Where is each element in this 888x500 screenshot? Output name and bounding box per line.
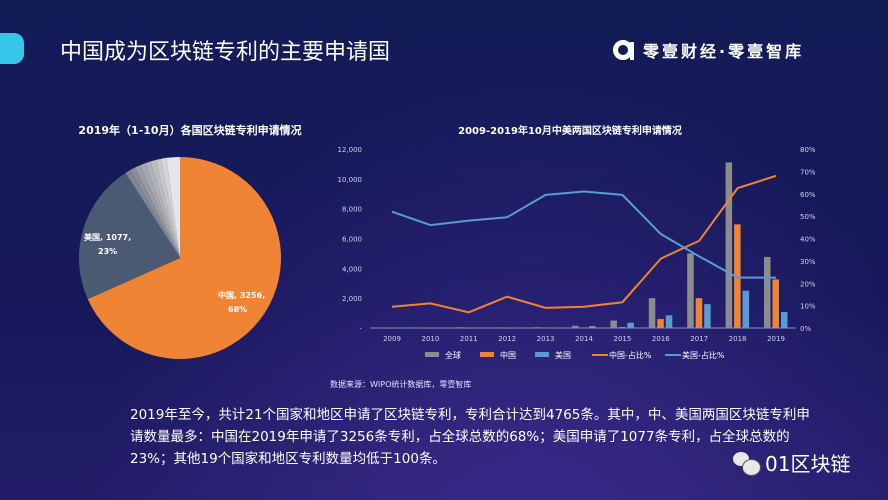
y-right-tick: 60% [800, 191, 816, 199]
pie-chart: 中国, 3256, 68% 美国, 1077, 23% [79, 157, 281, 359]
page-title: 中国成为区块链专利的主要申请国 [60, 40, 391, 65]
bar-us [435, 327, 442, 329]
pie-label-china-pct: 68% [228, 305, 247, 314]
x-tick: 2009 [383, 335, 401, 343]
legend-global-swatch [425, 352, 439, 357]
bar-us [550, 327, 558, 329]
pie-slice-other [150, 159, 180, 258]
y-right-tick: 0% [800, 325, 811, 333]
y-left-tick: 6,000 [342, 236, 362, 244]
bar-us [397, 327, 404, 329]
pie-slice-other [130, 167, 180, 258]
bar-global [418, 327, 425, 329]
y-left-tick: 10,000 [338, 176, 363, 184]
x-tick: 2017 [690, 335, 708, 343]
pie-slice-china [87, 157, 281, 359]
brand-name: 零壹财经·零壹智库 [643, 42, 805, 61]
bar-global [533, 327, 541, 328]
wechat-icon [733, 451, 761, 476]
bar-china [388, 327, 395, 329]
bar-global [495, 327, 502, 328]
bar-us [742, 290, 750, 328]
x-tick: 2013 [537, 335, 555, 343]
bar-china [618, 327, 626, 328]
legend-us-share: 美国-占比% [682, 350, 725, 360]
bar-global [764, 256, 771, 328]
bar-us [512, 327, 519, 329]
y-right-tick: 50% [800, 213, 816, 221]
line-china-share [391, 174, 777, 314]
y-right-tick: 20% [800, 280, 816, 288]
bar-us [627, 322, 634, 328]
bar-china [734, 224, 741, 328]
y-right-tick: 30% [800, 258, 816, 266]
pie-slice-other [125, 170, 180, 258]
bar-china [465, 327, 472, 329]
pie-slice-other [155, 158, 180, 258]
y-right-tick: 40% [800, 236, 816, 244]
bar-global [610, 320, 617, 328]
combo-chart: - 2,000 4,000 6,000 8,000 10,000 12,000 0% 10% 20… [338, 146, 816, 360]
bar-china [503, 327, 511, 329]
pie-label-us: 美国, 1077, [84, 232, 131, 242]
x-tick: 2015 [613, 335, 631, 343]
x-tick: 2018 [729, 335, 747, 343]
bar-us [704, 304, 711, 328]
pie-slice-other [135, 165, 180, 258]
line-us-share [391, 190, 776, 279]
bar-china [542, 327, 549, 329]
pie-chart-title: 2019年（1-10月）各国区块链专利申请情况 [78, 124, 302, 137]
legend-global: 全球 [445, 350, 461, 360]
bar-china [580, 327, 587, 329]
bar-us [665, 315, 673, 328]
header-accent-tab [0, 33, 24, 64]
bar-global [687, 253, 694, 328]
brand: 零壹财经·零壹智库 [613, 38, 804, 62]
bar-us [781, 311, 788, 328]
bar-global [380, 327, 387, 329]
x-tick: 2011 [460, 335, 478, 343]
x-tick: 2010 [421, 335, 439, 343]
y-right-tick: 80% [800, 146, 816, 154]
pie-slice-other [166, 157, 180, 258]
legend-us: 美国 [555, 350, 571, 360]
legend-china-swatch [480, 352, 494, 357]
bar-china [657, 319, 664, 328]
bar-us [589, 326, 596, 328]
bar-china [426, 327, 434, 329]
watermark: 01区块链 [733, 448, 850, 477]
y-left-tick: 2,000 [342, 295, 362, 303]
pie-slice-us [79, 172, 180, 300]
x-tick: 2016 [652, 335, 670, 343]
bar-global [572, 325, 579, 328]
y-left-tick: - [359, 325, 362, 333]
pie-label-china: 中国, 3256, [218, 290, 265, 300]
y-left-tick: 8,000 [342, 206, 362, 214]
bar-china [772, 279, 779, 328]
bar-chart-title: 2009-2019年10月中美两国区块链专利申请情况 [458, 126, 682, 137]
data-source: 数据来源：WIPO统计数据库，零壹智库 [330, 380, 472, 389]
brand-logo-icon [613, 40, 634, 60]
legend-china: 中国 [500, 350, 516, 360]
legend-china-share: 中国-占比% [609, 350, 652, 360]
bar-china [695, 298, 703, 328]
legend-us-swatch [535, 352, 549, 357]
x-tick: 2012 [498, 335, 516, 343]
bar-global [725, 162, 733, 328]
pie-slice-other [160, 157, 180, 258]
pie-slice-other [140, 163, 180, 258]
bar-global [648, 298, 656, 328]
bar-global [456, 327, 464, 328]
y-right-tick: 70% [800, 168, 816, 176]
x-tick: 2014 [575, 335, 593, 343]
y-left-tick: 4,000 [342, 265, 362, 273]
pie-slice-other [145, 161, 180, 258]
bar-us [473, 327, 481, 329]
pie-label-us-pct: 23% [98, 247, 117, 256]
y-right-tick: 10% [800, 303, 816, 311]
y-left-tick: 12,000 [338, 146, 363, 154]
watermark-text: 01区块链 [765, 452, 851, 476]
x-tick: 2019 [767, 335, 785, 343]
description-text: 2019年至今，共计21个国家和地区申请了区块链专利，专利合计达到4765条。其… [130, 407, 810, 467]
